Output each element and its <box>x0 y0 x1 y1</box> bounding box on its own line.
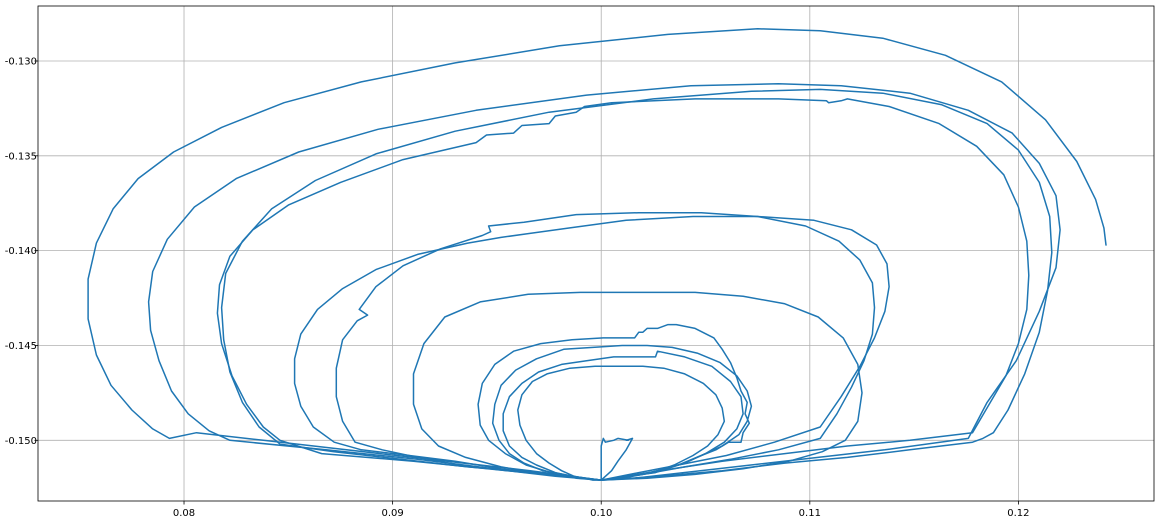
axes-frame <box>37 5 1155 502</box>
grid <box>38 6 1154 501</box>
series-line-2 <box>147 83 1061 481</box>
x-tick-label: 0.12 <box>1007 508 1029 519</box>
series-line-5 <box>293 215 890 481</box>
axis-ticks: 0.08 0.09 0.10 0.11 0.12 -0.130 -0.135 -0.140 -0… <box>5 57 1030 520</box>
series-line-9 <box>491 344 753 481</box>
y-tick-label: -0.145 <box>5 341 37 352</box>
x-tick-label: 0.11 <box>799 508 821 519</box>
y-tick-label: -0.130 <box>5 57 37 68</box>
x-tick-label: 0.09 <box>381 508 403 519</box>
plot-area <box>87 28 1107 481</box>
x-tick-label: 0.10 <box>590 508 612 519</box>
series-line-1 <box>87 28 1107 481</box>
series-line-11 <box>517 365 726 481</box>
series-line-3 <box>216 98 1030 481</box>
series-line-6 <box>335 211 876 481</box>
series-line-4 <box>220 88 1053 481</box>
y-tick-label: -0.140 <box>5 246 37 257</box>
series-line-8 <box>477 323 751 481</box>
y-tick-label: -0.150 <box>5 436 37 447</box>
series-line-7 <box>412 291 863 481</box>
series-line-10 <box>502 350 744 481</box>
series-line-12 <box>600 437 634 481</box>
y-tick-label: -0.135 <box>5 151 37 162</box>
x-tick-label: 0.08 <box>173 508 195 519</box>
